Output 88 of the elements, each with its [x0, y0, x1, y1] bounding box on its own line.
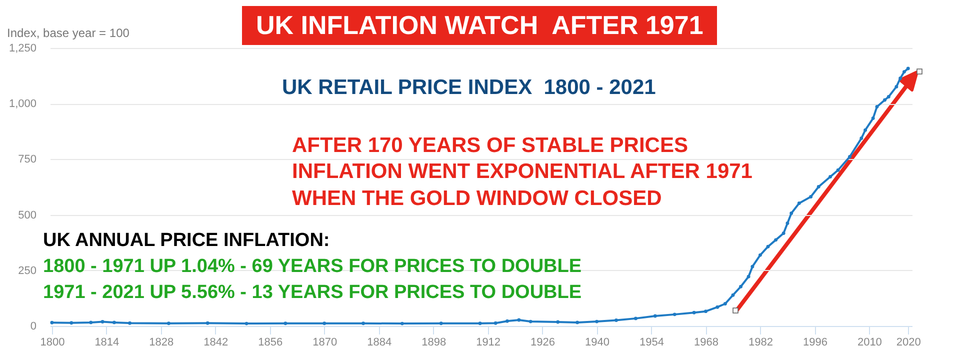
point [100, 320, 104, 324]
point [494, 321, 498, 325]
point [898, 76, 902, 80]
point [244, 322, 248, 326]
x-tick-label: 1870 [312, 336, 338, 348]
point [894, 84, 898, 88]
x-tick-label: 2020 [896, 336, 921, 348]
point [774, 238, 778, 242]
annotation: 1800 - 1971 UP 1.04% - 69 YEARS FOR PRICES TO DOUBLE [43, 256, 582, 278]
point [478, 322, 482, 326]
point [746, 274, 750, 278]
point [758, 253, 762, 257]
x-tick-label: 1912 [476, 336, 501, 348]
y-axis-title: Index, base year = 100 [7, 26, 130, 40]
x-tick-label: 1926 [530, 336, 556, 348]
point [439, 322, 443, 326]
point [692, 310, 696, 314]
point [556, 320, 560, 324]
point [739, 284, 742, 288]
point [782, 232, 786, 235]
point [89, 320, 93, 324]
point [750, 264, 754, 268]
point [797, 202, 801, 205]
x-tick-label: 1884 [367, 336, 392, 348]
point [166, 322, 170, 326]
point [875, 104, 879, 108]
text: UK RETAIL PRICE INDEX 1800 - 2021 [282, 76, 656, 100]
x-tick-label: 1842 [204, 336, 228, 348]
x-tick-label: 1856 [258, 336, 283, 348]
point [653, 314, 657, 318]
point [902, 70, 906, 74]
point [128, 321, 132, 325]
point [786, 222, 790, 225]
x-tick-label: 1800 [40, 336, 65, 348]
point [50, 320, 54, 324]
y-tick-label: 1,000 [8, 98, 36, 110]
point [883, 98, 886, 102]
point [517, 318, 521, 322]
point [322, 322, 326, 326]
point [716, 305, 720, 309]
point [848, 155, 852, 158]
point [362, 322, 366, 326]
point [871, 116, 875, 120]
point [906, 66, 910, 70]
y-tick-label: 0 [30, 320, 36, 332]
point [206, 321, 210, 325]
point [112, 320, 116, 324]
point [790, 212, 794, 215]
point [836, 168, 840, 172]
point [595, 320, 599, 324]
point [634, 316, 638, 320]
x-tick-label: 1940 [585, 336, 610, 348]
point [886, 94, 890, 98]
x-tick-label: 1982 [748, 336, 773, 348]
annotation: INFLATION WENT EXPONENTIAL AFTER 1971 [292, 160, 752, 184]
point [809, 195, 813, 199]
x-tick-label: 1898 [422, 336, 446, 348]
annotation: AFTER 170 YEARS OF STABLE PRICES [292, 134, 688, 158]
y-tick-label: 1,250 [8, 42, 36, 54]
point [860, 136, 864, 140]
point [614, 318, 618, 322]
y-tick-label: 750 [18, 154, 36, 166]
point [816, 185, 820, 189]
x-tick-label: 1954 [640, 336, 664, 348]
annotation: WHEN THE GOLD WINDOW CLOSED [292, 187, 662, 211]
y-tick-label: 250 [18, 264, 36, 277]
point [672, 312, 676, 316]
point [576, 320, 580, 324]
chart-title: UK INFLATION WATCH AFTER 1971 [242, 6, 718, 45]
annotation: UK ANNUAL PRICE INFLATION: [43, 230, 330, 252]
x-tick-label: 1828 [149, 336, 174, 348]
point [723, 302, 727, 306]
point [528, 320, 532, 324]
point [284, 322, 288, 326]
point [766, 244, 770, 248]
x-tick-label: 1968 [694, 336, 718, 348]
point [70, 321, 74, 325]
point [704, 310, 708, 314]
point [864, 128, 868, 132]
point [828, 175, 832, 178]
point [731, 293, 735, 297]
annotation: 1971 - 2021 UP 5.56% - 13 YEARS FOR PRICES TO DOUBLE [43, 282, 582, 304]
x-tick-label: 2010 [857, 336, 882, 348]
y-tick-label: 500 [18, 209, 36, 222]
point [506, 319, 509, 323]
point [400, 322, 404, 326]
x-tick-label: 1814 [94, 336, 120, 348]
x-tick-label: 1996 [802, 336, 828, 348]
